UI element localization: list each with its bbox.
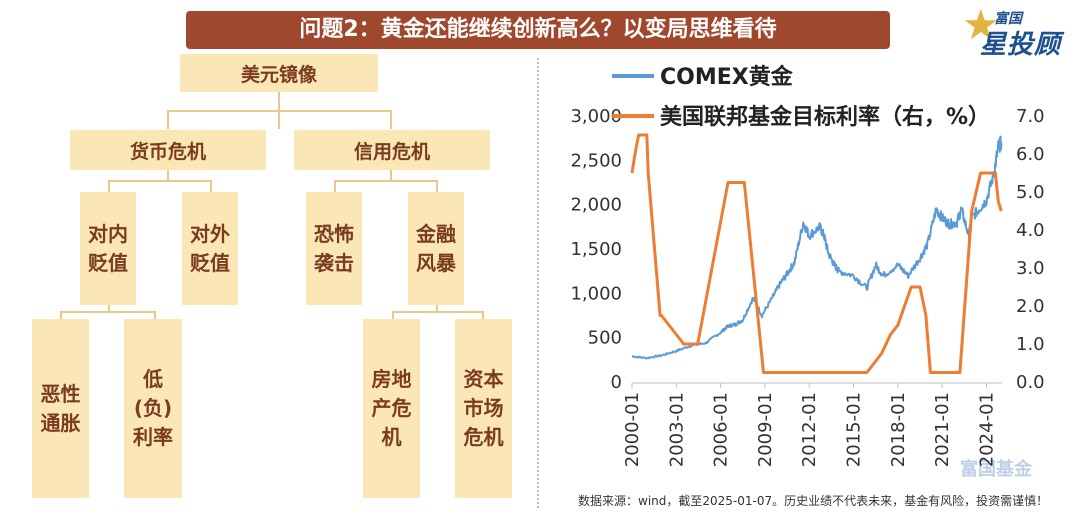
connector xyxy=(108,180,212,182)
tree-node-real-estate-crisis: 房地产危机 xyxy=(363,319,420,498)
connector xyxy=(108,180,110,192)
connector xyxy=(390,110,392,129)
connector xyxy=(154,311,156,319)
tree-root: 美元镜像 xyxy=(180,54,378,92)
tree-node-credit-crisis: 信用危机 xyxy=(294,130,490,170)
series-line-0 xyxy=(632,135,1003,360)
series-line-1 xyxy=(630,133,1003,374)
y-tick-label: 500 xyxy=(588,328,622,349)
connector xyxy=(60,311,156,313)
connector xyxy=(436,305,438,313)
x-tick-label: 2006-01 xyxy=(711,392,732,467)
tree-node-capital-market-crisis: 资本市场危机 xyxy=(455,319,512,498)
x-tick-label: 2000-01 xyxy=(622,392,643,467)
connector xyxy=(167,110,391,112)
y2-tick-label: 1.0 xyxy=(1016,334,1045,355)
y-tick-label: 1,500 xyxy=(570,239,622,260)
y2-tick-label: 2.0 xyxy=(1016,296,1045,317)
y-tick-label: 1,000 xyxy=(570,283,622,304)
y-tick-label: 0 xyxy=(611,372,622,393)
y-tick-label: 3,000 xyxy=(570,106,622,127)
x-tick-label: 2018-01 xyxy=(888,392,909,467)
y2-tick-label: 7.0 xyxy=(1016,106,1045,127)
x-tick-label: 2003-01 xyxy=(666,392,687,467)
connector xyxy=(482,311,484,319)
connector xyxy=(167,110,169,129)
tree-node-internal-depreciation: 对内贬值 xyxy=(80,192,136,305)
connector xyxy=(334,180,438,182)
watermark: 富国基金 xyxy=(960,459,1032,480)
connector xyxy=(60,311,62,319)
page-title: 问题2：黄金还能继续创新高么？以变局思维看待 xyxy=(186,11,890,49)
connector xyxy=(392,311,394,319)
star-icon: ★ xyxy=(962,0,1000,49)
footer-note: 数据来源：wind，截至2025-01-07。历史业绩不代表未来，基金有风险，投… xyxy=(578,494,1049,508)
connector xyxy=(108,305,110,313)
logo-small-text: 富国 xyxy=(994,11,1022,27)
y2-tick-label: 3.0 xyxy=(1016,258,1045,279)
connector xyxy=(390,170,392,180)
tree-node-terror-attack: 恐怖袭击 xyxy=(306,192,362,305)
x-tick-label: 2009-01 xyxy=(755,392,776,467)
x-tick-label: 2015-01 xyxy=(844,392,865,467)
tree-node-hyperinflation: 恶性通胀 xyxy=(32,319,89,498)
tree-node-external-depreciation: 对外贬值 xyxy=(182,192,238,305)
tree-node-currency-crisis: 货币危机 xyxy=(70,130,266,170)
brand-logo: ★ 富国 星投顾 xyxy=(962,0,1074,61)
connector xyxy=(210,180,212,192)
connector xyxy=(334,180,336,192)
divider xyxy=(537,58,539,508)
tree-node-financial-storm: 金融风暴 xyxy=(408,192,464,305)
connector xyxy=(392,311,484,313)
legend-label-1: 美国联邦基金目标利率（右，%） xyxy=(660,104,990,130)
tree-node-low-negative-rates: 低(负)利率 xyxy=(124,319,182,498)
connector xyxy=(436,180,438,192)
x-tick-label: 2021-01 xyxy=(932,392,953,467)
legend-label-0: COMEX黄金 xyxy=(660,64,794,90)
x-tick-label: 2024-01 xyxy=(976,392,997,467)
y2-tick-label: 6.0 xyxy=(1016,144,1045,165)
y2-tick-label: 0.0 xyxy=(1016,372,1045,393)
connector xyxy=(167,170,169,180)
y2-tick-label: 4.0 xyxy=(1016,220,1045,241)
y2-tick-label: 5.0 xyxy=(1016,182,1045,203)
logo-big-text: 星投顾 xyxy=(980,30,1062,60)
x-tick-label: 2012-01 xyxy=(799,392,820,467)
y-tick-label: 2,000 xyxy=(570,195,622,216)
y-tick-label: 2,500 xyxy=(570,150,622,171)
